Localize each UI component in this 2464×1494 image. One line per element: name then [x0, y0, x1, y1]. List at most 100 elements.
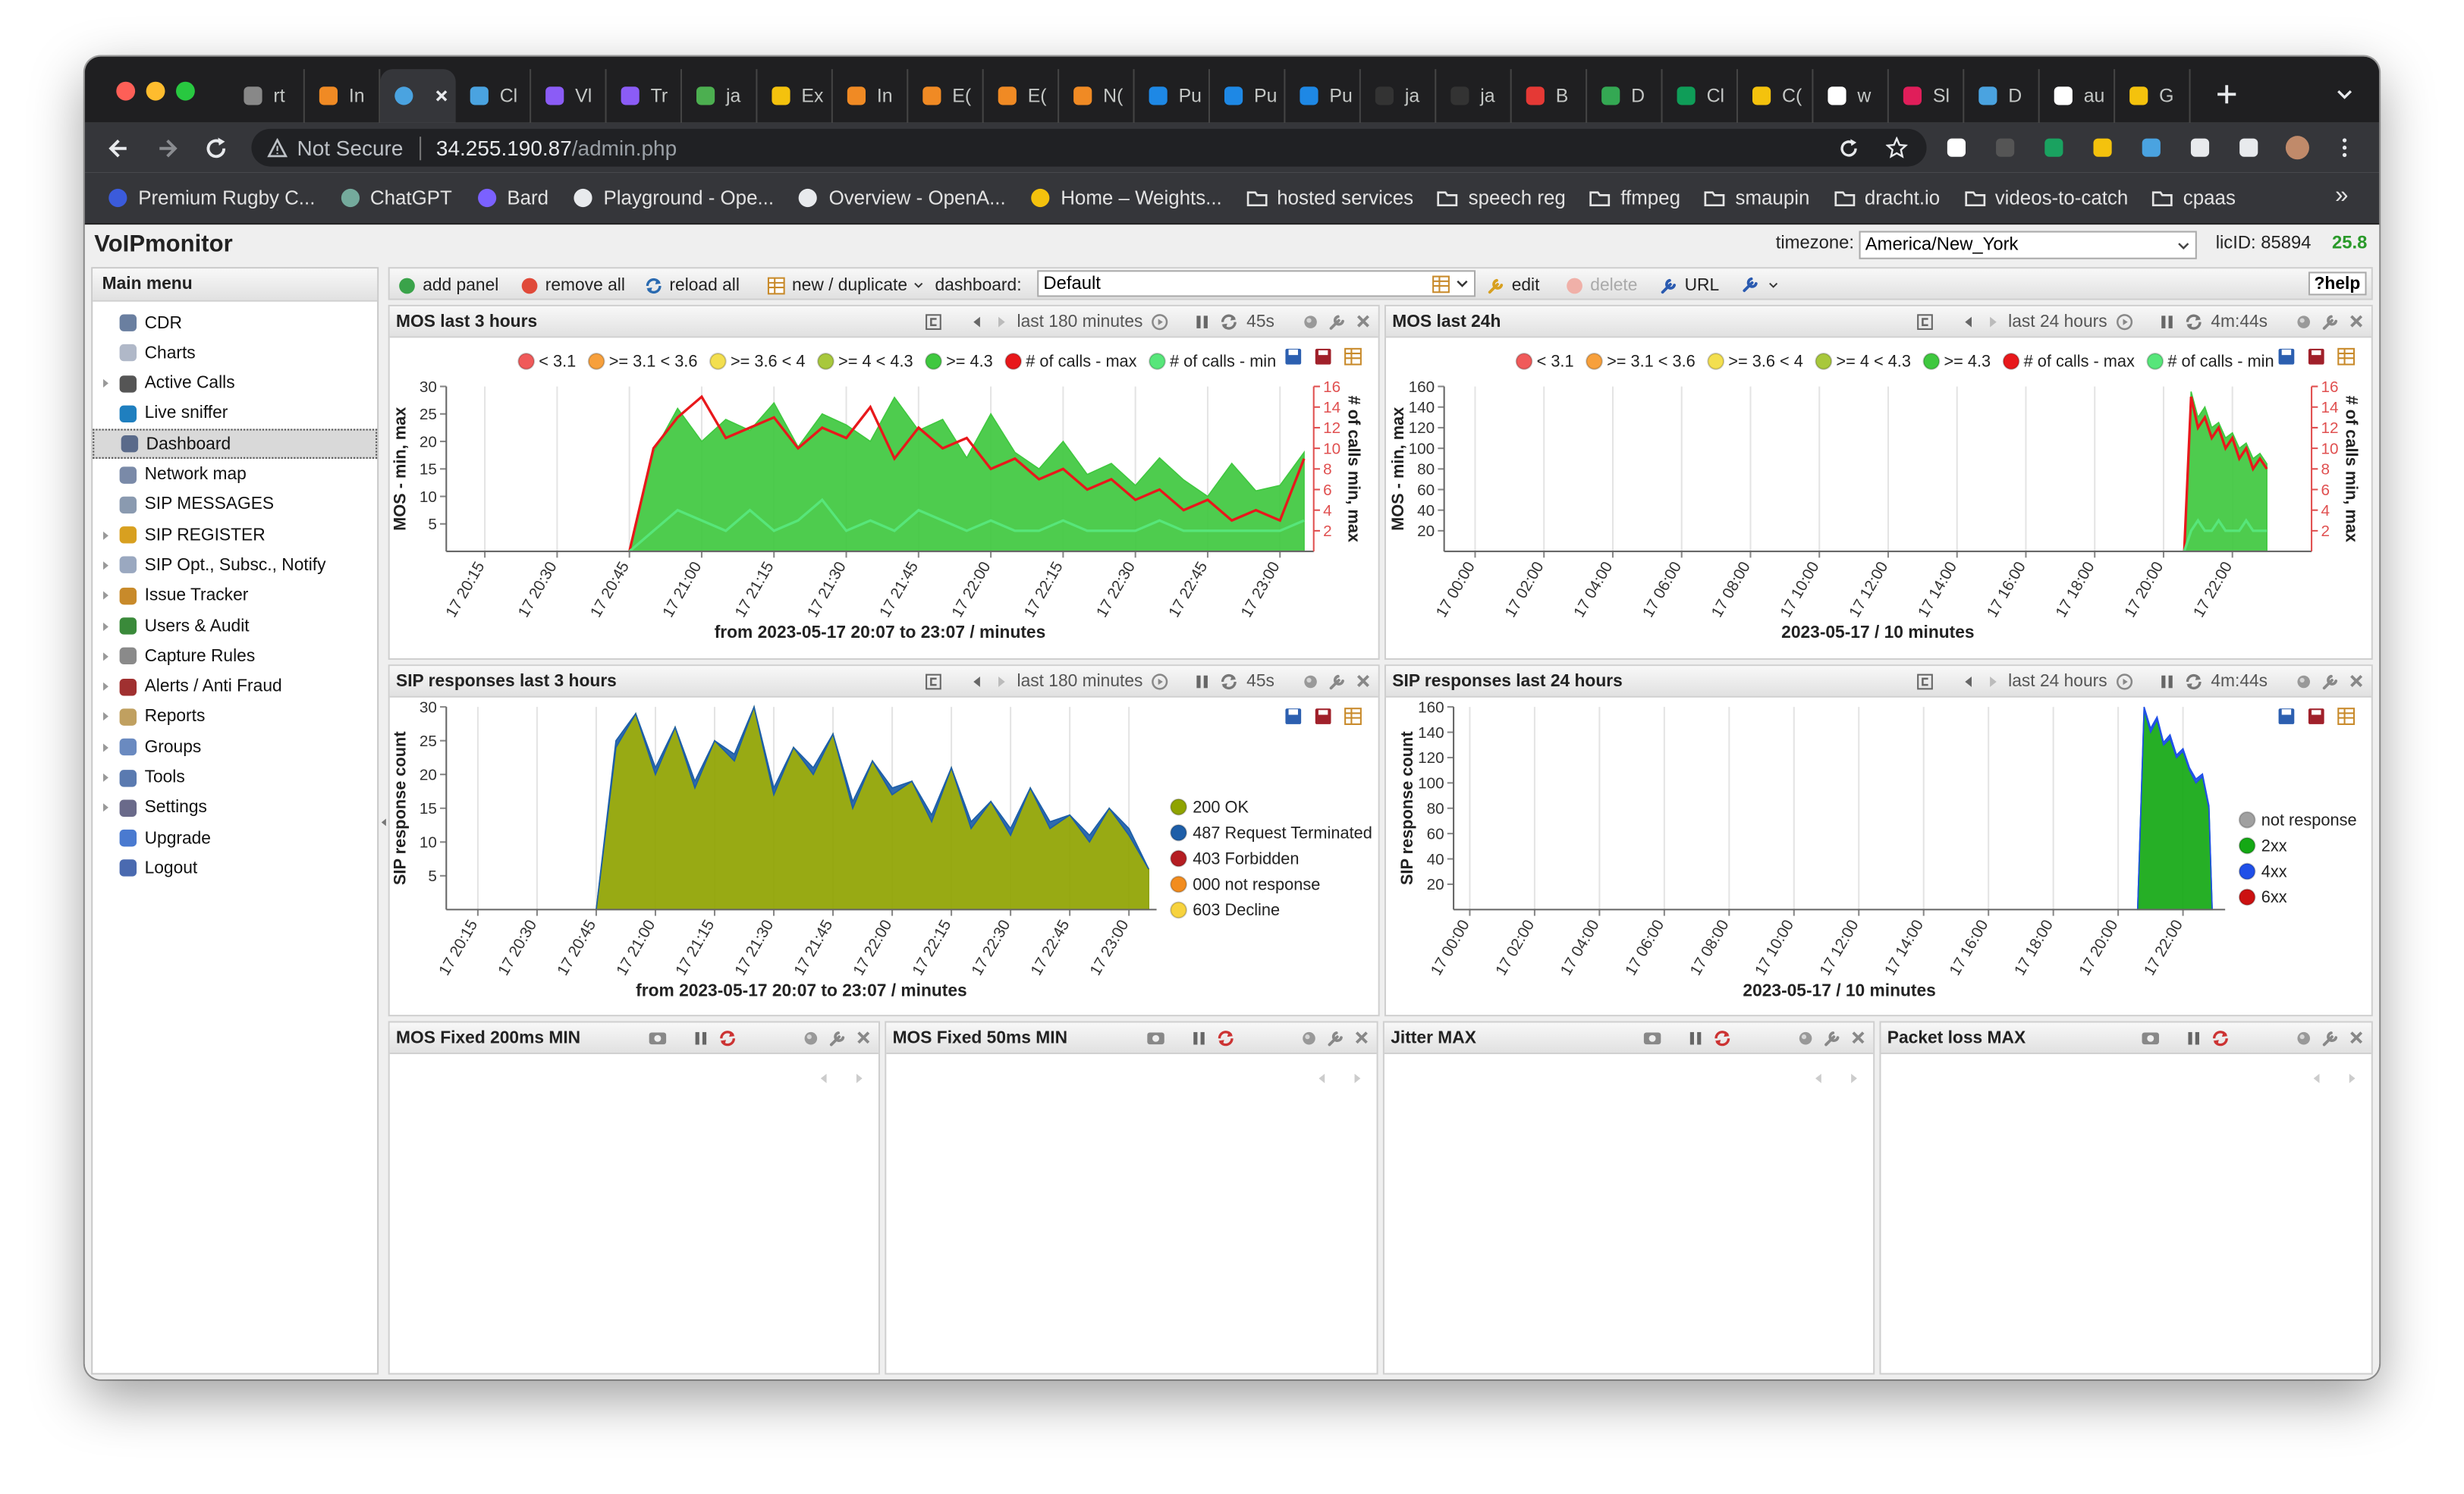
timezone-select[interactable]: America/New_York — [1859, 231, 2197, 259]
browser-tab[interactable]: ja — [682, 69, 758, 123]
menu-item[interactable]: SIP MESSAGES — [93, 490, 377, 519]
browser-tab[interactable]: E( — [984, 69, 1060, 123]
legend-label[interactable]: >= 3.1 < 3.6 — [609, 352, 698, 371]
toolbar-button[interactable]: add panel — [398, 268, 498, 302]
icon-save[interactable] — [2277, 347, 2296, 366]
bookmark[interactable]: Overview - OpenA... — [797, 187, 1006, 209]
legend-label[interactable]: 403 Forbidden — [1193, 849, 1299, 868]
bookmark[interactable]: hosted services — [1246, 187, 1413, 209]
browser-tab[interactable]: ja — [1361, 69, 1437, 123]
bookmark[interactable]: Bard — [476, 187, 548, 209]
dashboard-select[interactable]: Default — [1037, 270, 1476, 297]
browser-tab[interactable]: D — [1587, 69, 1663, 123]
browser-tab[interactable]: D — [1964, 69, 2040, 123]
icon-table[interactable] — [2337, 707, 2356, 726]
time-range[interactable]: last 180 minutes — [1017, 671, 1143, 691]
legend-label[interactable]: 000 not response — [1193, 874, 1320, 893]
menu-item[interactable]: Capture Rules — [93, 642, 377, 671]
legend-label[interactable]: >= 4 < 4.3 — [838, 352, 913, 371]
icon-save[interactable] — [2277, 707, 2296, 726]
menu-item[interactable]: Alerts / Anti Fraud — [93, 672, 377, 701]
menu-item[interactable]: Upgrade — [93, 824, 377, 853]
legend-label[interactable]: # of calls - min — [1170, 352, 1276, 371]
bookmark[interactable]: smaupin — [1704, 187, 1809, 209]
menu-item[interactable]: SIP Opt., Subsc., Notify — [93, 551, 377, 580]
menu-item[interactable]: Settings — [93, 793, 377, 823]
icon-save[interactable] — [1284, 707, 1303, 726]
legend-label[interactable]: # of calls - min — [2167, 352, 2274, 371]
bookmark[interactable]: videos-to-catch — [1963, 187, 2128, 209]
browser-tab[interactable]: Pu — [1135, 69, 1211, 123]
bookmark[interactable]: Playground - Ope... — [572, 187, 774, 209]
toolbar-button[interactable]: edit — [1487, 268, 1539, 302]
help-button[interactable]: ?help — [2308, 271, 2367, 296]
browser-tab[interactable]: B — [1512, 69, 1588, 123]
legend-label[interactable]: 4xx — [2261, 862, 2287, 880]
legend-label[interactable]: not response — [2261, 810, 2357, 829]
bookmarks-more[interactable]: » — [2335, 182, 2349, 209]
browser-tab[interactable]: G — [2115, 69, 2191, 123]
menu-item[interactable]: Groups — [93, 733, 377, 762]
menu-item[interactable]: Logout — [93, 854, 377, 884]
icon-print[interactable] — [2307, 347, 2326, 366]
browser-tab[interactable]: w — [1813, 69, 1889, 123]
bookmark[interactable]: dracht.io — [1833, 187, 1940, 209]
window-button[interactable] — [116, 81, 136, 101]
icon-print[interactable] — [1314, 347, 1333, 366]
legend-label[interactable]: >= 4 < 4.3 — [1836, 352, 1911, 371]
icon-table[interactable] — [1344, 707, 1362, 726]
toolbar-button[interactable]: new / duplicate — [767, 268, 925, 302]
address-bar[interactable]: Not Secure 34.255.190.87/admin.php — [251, 128, 1927, 167]
browser-tab[interactable]: Pu — [1210, 69, 1286, 123]
browser-tab[interactable]: Sl — [1889, 69, 1965, 123]
legend-label[interactable]: 487 Request Terminated — [1193, 823, 1372, 842]
window-button[interactable] — [146, 81, 165, 101]
legend-label[interactable]: >= 4.3 — [1944, 352, 1991, 371]
legend-label[interactable]: 2xx — [2261, 836, 2287, 855]
bookmark[interactable]: ffmpeg — [1589, 187, 1680, 209]
legend-label[interactable]: 6xx — [2261, 887, 2287, 906]
browser-tab[interactable]: Vl — [531, 69, 607, 123]
browser-tab[interactable]: N( — [1059, 69, 1135, 123]
legend-label[interactable]: >= 3.1 < 3.6 — [1607, 352, 1696, 371]
browser-tab[interactable]: Ex — [757, 69, 833, 123]
browser-tab[interactable] — [380, 69, 456, 123]
menu-item[interactable]: Users & Audit — [93, 611, 377, 641]
bookmark[interactable]: cpaas — [2151, 187, 2236, 209]
browser-tab[interactable]: C( — [1738, 69, 1814, 123]
bookmark[interactable]: speech reg — [1437, 187, 1566, 209]
legend-label[interactable]: >= 3.6 < 4 — [1728, 352, 1803, 371]
icon-save[interactable] — [1284, 347, 1303, 366]
legend-label[interactable]: 603 Decline — [1193, 900, 1280, 919]
legend-label[interactable]: >= 3.6 < 4 — [731, 352, 806, 371]
browser-tab[interactable]: Cl — [456, 69, 532, 123]
time-range[interactable]: last 24 hours — [2008, 671, 2107, 691]
menu-item[interactable]: Charts — [93, 338, 377, 368]
browser-tab[interactable]: ja — [1436, 69, 1512, 123]
window-button[interactable] — [176, 81, 195, 101]
browser-tab[interactable]: au — [2040, 69, 2116, 123]
browser-tab[interactable]: rt — [229, 69, 305, 123]
menu-item[interactable]: Dashboard — [93, 428, 378, 460]
menu-item[interactable]: Live sniffer — [93, 399, 377, 428]
legend-label[interactable]: < 3.1 — [539, 352, 576, 371]
menu-item[interactable]: CDR — [93, 308, 377, 337]
toolbar-button[interactable]: delete — [1565, 268, 1637, 302]
legend-label[interactable]: 200 OK — [1193, 797, 1249, 816]
browser-tab[interactable]: Pu — [1285, 69, 1361, 123]
time-range[interactable]: last 24 hours — [2008, 312, 2107, 331]
legend-label[interactable]: >= 4.3 — [946, 352, 993, 371]
time-range[interactable]: last 180 minutes — [1017, 312, 1143, 331]
legend-label[interactable]: # of calls - max — [2024, 352, 2135, 371]
bookmark[interactable]: Premium Rugby C... — [107, 187, 315, 209]
toolbar-button[interactable]: remove all — [520, 268, 625, 302]
browser-tab[interactable]: In — [833, 69, 909, 123]
menu-item[interactable]: Issue Tracker — [93, 581, 377, 610]
bookmark[interactable]: Home – Weights... — [1029, 187, 1222, 209]
menu-item[interactable]: Reports — [93, 702, 377, 732]
menu-item[interactable]: Network map — [93, 460, 377, 489]
icon-table[interactable] — [2337, 347, 2356, 366]
bookmark[interactable]: ChatGPT — [338, 187, 452, 209]
legend-label[interactable]: # of calls - max — [1026, 352, 1136, 371]
browser-tab[interactable]: Cl — [1663, 69, 1739, 123]
